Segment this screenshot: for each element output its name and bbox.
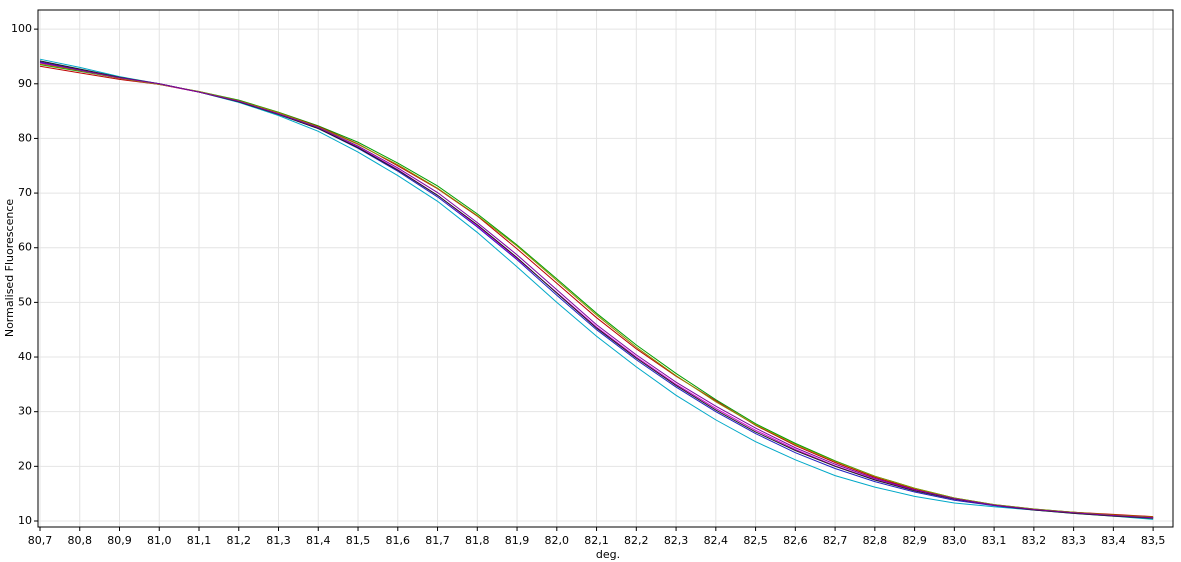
x-tick-label: 80,9 <box>107 534 132 547</box>
y-tick-label: 10 <box>18 514 32 527</box>
y-tick-label: 30 <box>18 405 32 418</box>
x-tick-label: 81,7 <box>425 534 450 547</box>
x-tick-label: 80,8 <box>67 534 92 547</box>
plot-border <box>37 9 1174 528</box>
x-tick-label: 81,6 <box>386 534 411 547</box>
series-line <box>39 63 1154 518</box>
x-tick-label: 82,0 <box>545 534 570 547</box>
x-tick-label: 81,2 <box>227 534 252 547</box>
x-tick-label: 81,3 <box>266 534 291 547</box>
y-tick-label: 40 <box>18 350 32 363</box>
x-tick-label: 82,2 <box>624 534 649 547</box>
y-tick-label: 20 <box>18 459 32 472</box>
series-line <box>39 61 1154 519</box>
x-tick-label: 81,8 <box>465 534 490 547</box>
x-tick-label: 83,4 <box>1101 534 1126 547</box>
x-axis-label: deg. <box>596 548 620 561</box>
x-tick-label: 83,5 <box>1141 534 1166 547</box>
x-tick-label: 80,7 <box>28 534 53 547</box>
y-tick-label: 70 <box>18 186 32 199</box>
y-tick-label: 50 <box>18 295 32 308</box>
x-tick-label: 82,6 <box>783 534 808 547</box>
y-tick-label: 80 <box>18 131 32 144</box>
y-tick-label: 60 <box>18 241 32 254</box>
x-tick-label: 82,7 <box>823 534 848 547</box>
y-axis-label: Normalised Fluorescence <box>3 199 16 338</box>
x-tick-label: 82,8 <box>863 534 888 547</box>
x-tick-label: 83,1 <box>982 534 1007 547</box>
y-tick-label: 90 <box>18 77 32 90</box>
x-tick-label: 81,1 <box>187 534 212 547</box>
y-tick-label: 100 <box>11 22 32 35</box>
x-tick-label: 81,9 <box>505 534 530 547</box>
x-tick-label: 81,0 <box>147 534 172 547</box>
x-tick-label: 83,3 <box>1061 534 1086 547</box>
x-tick-label: 83,0 <box>942 534 967 547</box>
x-tick-label: 82,3 <box>664 534 689 547</box>
x-tick-label: 82,5 <box>743 534 768 547</box>
x-tick-label: 82,4 <box>704 534 729 547</box>
x-tick-label: 81,5 <box>346 534 371 547</box>
x-tick-label: 81,4 <box>306 534 331 547</box>
x-tick-label: 82,1 <box>584 534 609 547</box>
x-tick-label: 82,9 <box>902 534 927 547</box>
x-tick-label: 83,2 <box>1022 534 1047 547</box>
